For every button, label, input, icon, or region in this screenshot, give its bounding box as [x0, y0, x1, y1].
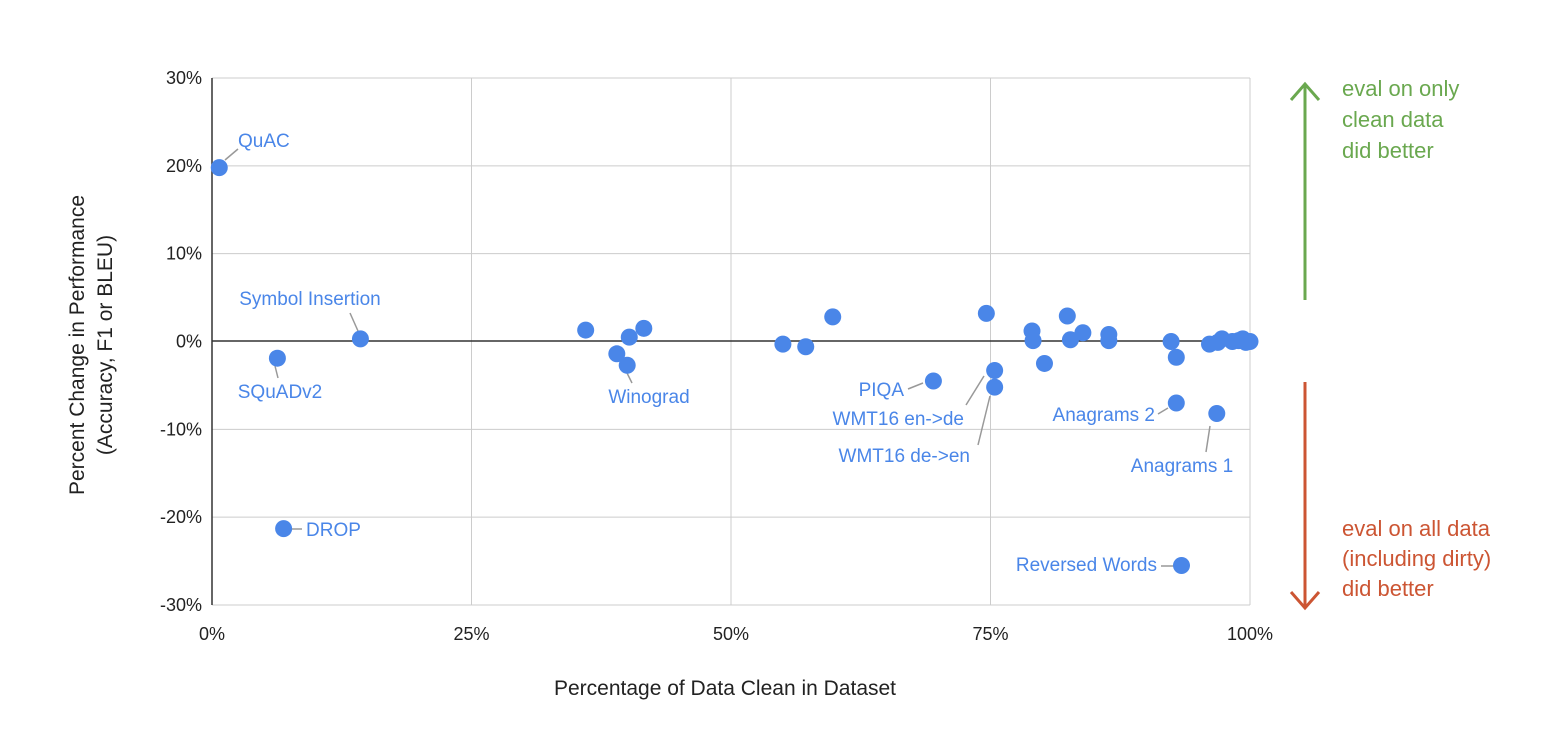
x-tick-label: 100%: [1227, 624, 1273, 644]
data-point: [1035, 354, 1053, 372]
point-label: WMT16 de->en: [839, 446, 970, 467]
up-arrow-icon: [1289, 81, 1321, 300]
y-tick-labels: -30% -20% -10% 0% 10% 20% 30%: [160, 68, 202, 615]
data-point: [1241, 333, 1259, 350]
data-point: [1208, 405, 1226, 423]
data-point: [1061, 331, 1079, 349]
up-annotation: eval on only clean data did better: [1342, 76, 1459, 163]
y-axis-subtitle: (Accuracy, F1 or BLEU): [94, 235, 117, 455]
point-label: Anagrams 2: [1053, 405, 1155, 426]
data-point: [774, 335, 792, 353]
data-point: [1100, 332, 1118, 350]
x-tick-label: 25%: [453, 624, 489, 644]
data-point: [1024, 332, 1042, 350]
point-label: WMT16 en->de: [833, 409, 964, 430]
point-label: Reversed Words: [1016, 555, 1157, 576]
data-point: [1167, 348, 1185, 366]
data-point: [577, 321, 595, 339]
data-point: [608, 345, 626, 363]
data-point: [620, 328, 638, 346]
data-point: [268, 349, 286, 367]
leader-line: [1157, 407, 1169, 415]
data-point: [924, 372, 942, 390]
x-tick-label: 50%: [713, 624, 749, 644]
leader-line: [977, 395, 991, 446]
data-point: [986, 378, 1004, 396]
y-tick-label: 20%: [166, 156, 202, 176]
leader-line: [626, 372, 633, 384]
data-point: [275, 520, 293, 538]
annotation-line: (including dirty): [1342, 546, 1491, 571]
point-label: Anagrams 1: [1131, 456, 1233, 477]
point-label: QuAC: [238, 131, 290, 152]
label-leader-lines: [224, 148, 1211, 567]
data-point: [1172, 556, 1190, 574]
y-tick-label: -20%: [160, 507, 202, 527]
data-point: [986, 361, 1004, 379]
y-tick-label: 10%: [166, 244, 202, 264]
data-point: [210, 159, 228, 177]
point-labels: QuAC Symbol Insertion SQuADv2 DROP Winograd P…: [238, 131, 1233, 576]
annotation-line: clean data: [1342, 107, 1444, 132]
y-tick-label: 0%: [176, 332, 202, 352]
leader-line: [1205, 425, 1211, 453]
x-tick-label: 75%: [972, 624, 1008, 644]
leader-line: [965, 375, 985, 406]
annotation-line: did better: [1342, 576, 1434, 601]
data-point: [618, 356, 636, 374]
point-label: SQuADv2: [238, 382, 322, 403]
data-point: [1058, 307, 1076, 325]
data-point: [1162, 333, 1180, 350]
gridlines: [212, 77, 1251, 606]
data-point: [824, 308, 842, 326]
x-axis-title: Percentage of Data Clean in Dataset: [554, 677, 896, 700]
annotation-line: eval on all data: [1342, 516, 1491, 541]
leader-line: [907, 382, 924, 390]
x-tick-label: 0%: [199, 624, 225, 644]
data-point: [351, 330, 369, 348]
data-point: [635, 319, 653, 337]
annotation-line: eval on only: [1342, 76, 1459, 101]
point-label: DROP: [306, 520, 361, 541]
leader-line: [274, 365, 279, 379]
point-label: Winograd: [608, 387, 689, 408]
down-annotation: eval on all data (including dirty) did bet…: [1342, 516, 1491, 601]
annotation-line: did better: [1342, 138, 1434, 163]
data-point: [1167, 394, 1185, 412]
point-label: Symbol Insertion: [239, 289, 381, 310]
y-tick-label: -10%: [160, 419, 202, 439]
point-label: PIQA: [859, 380, 905, 401]
data-point: [1074, 324, 1092, 342]
data-point: [977, 304, 995, 322]
down-arrow-icon: [1289, 382, 1321, 611]
data-point: [797, 338, 815, 356]
x-tick-labels: 0% 25% 50% 75% 100%: [199, 624, 1273, 644]
leader-line: [349, 312, 359, 332]
y-tick-label: 30%: [166, 68, 202, 88]
data-points: [210, 159, 1259, 574]
y-axis-title: Percent Change in Performance: [66, 195, 89, 495]
y-tick-label: -30%: [160, 595, 202, 615]
leader-line: [224, 148, 239, 161]
